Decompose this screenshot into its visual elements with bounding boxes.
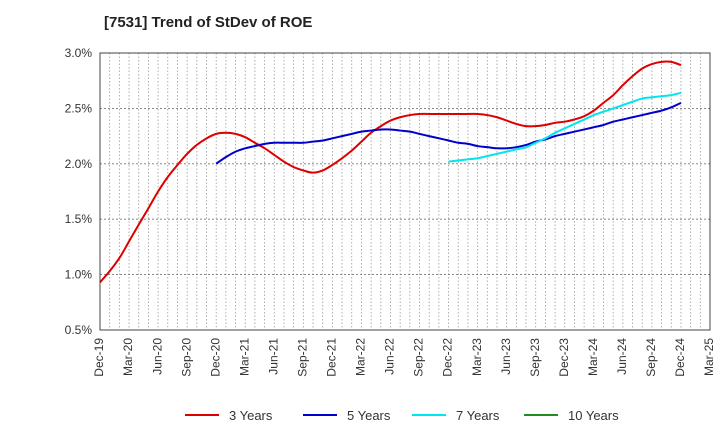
legend-label: 10 Years [568,407,619,423]
legend-swatch [524,414,558,416]
y-tick-label: 0.5% [65,323,93,337]
series-line-3-years [99,60,682,284]
legend: 3 Years 5 Years 7 Years 10 Years [0,404,720,426]
x-tick-label: Dec-20 [208,338,222,377]
y-axis-ticks: 0.5% 1.0% 1.5% 2.0% 2.5% 3.0% [65,46,93,337]
x-tick-label: Jun-22 [383,338,397,375]
x-tick-label: Jun-23 [499,338,513,375]
y-tick-label: 3.0% [65,46,93,60]
plot-frame [99,52,711,331]
x-tick-label: Dec-23 [557,338,571,377]
legend-swatch [303,414,337,416]
x-tick-label: Mar-25 [702,338,716,376]
y-tick-label: 2.0% [65,157,93,171]
x-tick-label: Mar-20 [121,338,135,376]
x-axis-ticks: Dec-19 Mar-20 Jun-20 Sep-20 Dec-20 Mar-21 Jun-… [92,338,716,377]
x-tick-label: Mar-24 [586,338,600,376]
legend-item-7-years: 7 Years [412,404,499,426]
legend-item-5-years: 5 Years [303,404,390,426]
chart-title: [7531] Trend of StDev of ROE [104,14,313,31]
x-tick-label: Mar-21 [237,338,251,376]
y-tick-label: 1.5% [65,212,93,226]
x-tick-label: Jun-21 [266,338,280,375]
x-tick-label: Sep-21 [296,338,310,377]
legend-label: 7 Years [456,407,500,423]
x-tick-label: Sep-22 [412,338,426,377]
x-tick-label: Dec-21 [325,338,339,377]
x-tick-label: Jun-24 [615,338,629,375]
y-tick-label: 1.0% [65,268,93,282]
legend-label: 3 Years [229,407,273,423]
x-tick-label: Sep-20 [179,338,193,377]
legend-swatch [412,414,446,416]
series-lines [99,60,682,284]
x-tick-label: Dec-19 [92,338,106,377]
legend-label: 5 Years [347,407,391,423]
legend-item-10-years: 10 Years [524,404,619,426]
x-tick-label: Jun-20 [150,338,164,375]
x-tick-label: Mar-22 [354,338,368,376]
series-line-5-years [215,101,682,165]
x-tick-label: Dec-24 [673,338,687,377]
x-tick-label: Dec-22 [441,338,455,377]
x-tick-label: Sep-23 [528,338,542,377]
series-line-7-years [448,91,682,163]
legend-item-3-years: 3 Years [185,404,272,426]
y-tick-label: 2.5% [65,101,93,115]
grid-lines [100,53,710,330]
x-tick-label: Sep-24 [644,338,658,377]
legend-swatch [185,414,219,416]
x-tick-label: Mar-23 [470,338,484,376]
